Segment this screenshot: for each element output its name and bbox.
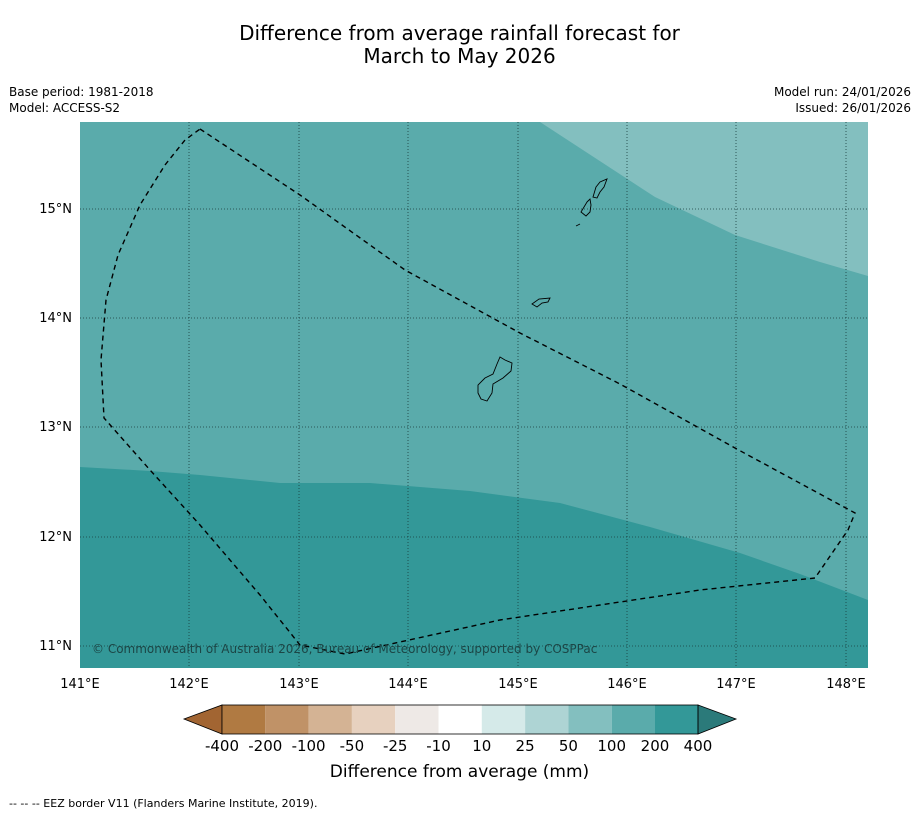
lon-label-143: 143°E — [279, 677, 319, 692]
lon-label-148: 148°E — [826, 677, 866, 692]
island-saipan — [592, 178, 608, 199]
lat-tick-labels: 15°N 14°N 13°N 12°N 11°N — [39, 202, 72, 654]
island-tinian — [580, 198, 592, 217]
cb-tick-9: 50 — [559, 737, 578, 755]
lon-label-146: 146°E — [607, 677, 647, 692]
issued-label: Issued: 26/01/2026 — [795, 101, 911, 115]
islands — [477, 178, 608, 402]
colorbar — [182, 704, 738, 735]
colorbar-ticks: -400 -200 -100 -50 -25 -10 10 25 50 100 … — [205, 737, 712, 755]
lat-label-13: 13°N — [39, 420, 72, 435]
island-rota — [531, 297, 551, 308]
colorbar-bin-4 — [351, 705, 396, 734]
colorbar-extend-low — [182, 704, 223, 735]
cb-tick-7: 10 — [472, 737, 491, 755]
colorbar-bin-8 — [525, 705, 569, 734]
colorbar-bin-11 — [655, 705, 698, 734]
cb-tick-6: -10 — [426, 737, 451, 755]
island-aguijan — [575, 223, 581, 227]
cb-tick-12: 400 — [684, 737, 713, 755]
lon-label-145: 145°E — [498, 677, 538, 692]
lat-label-15: 15°N — [39, 202, 72, 217]
title-line-1: Difference from average rainfall forecas… — [239, 21, 680, 45]
lon-tick-labels: 141°E 142°E 143°E 144°E 145°E 146°E 147°… — [60, 677, 866, 692]
lat-label-12: 12°N — [39, 530, 72, 545]
copyright-text: © Commonwealth of Australia 2026, Bureau… — [92, 642, 597, 656]
colorbar-outline — [221, 704, 699, 735]
footnote-eez: -- -- -- EEZ border V11 (Flanders Marine… — [9, 797, 318, 810]
gridlines — [80, 122, 868, 668]
lon-label-142: 142°E — [169, 677, 209, 692]
colorbar-extend-high — [697, 704, 738, 735]
zone-50-100 — [540, 122, 868, 276]
base-period-label: Base period: 1981-2018 — [9, 85, 154, 99]
cb-tick-4: -50 — [340, 737, 365, 755]
colorbar-bin-7 — [481, 705, 526, 734]
chart-title: Difference from average rainfall forecas… — [0, 22, 919, 68]
colorbar-bin-9 — [568, 705, 612, 734]
lon-label-147: 147°E — [716, 677, 756, 692]
zone-200-400 — [80, 467, 868, 668]
meta-left: Base period: 1981-2018 Model: ACCESS-S2 — [9, 84, 154, 116]
colorbar-bin-6 — [438, 705, 482, 734]
cb-tick-5: -25 — [383, 737, 408, 755]
model-label: Model: ACCESS-S2 — [9, 101, 121, 115]
lon-label-141: 141°E — [60, 677, 100, 692]
lat-label-11: 11°N — [39, 639, 72, 654]
cb-tick-11: 200 — [641, 737, 670, 755]
colorbar-title: Difference from average (mm) — [329, 762, 590, 782]
lat-label-14: 14°N — [39, 311, 72, 326]
cb-tick-2: -200 — [248, 737, 282, 755]
eez-border — [100, 128, 856, 655]
colorbar-bin-5 — [395, 705, 439, 734]
lon-label-144: 144°E — [388, 677, 428, 692]
cb-tick-8: 25 — [516, 737, 535, 755]
colorbar-bin-3 — [308, 705, 352, 734]
model-run-label: Model run: 24/01/2026 — [773, 85, 911, 99]
cb-tick-10: 100 — [597, 737, 626, 755]
island-guam — [477, 356, 513, 402]
colorbar-bin-2 — [265, 705, 309, 734]
cb-tick-3: -100 — [292, 737, 326, 755]
map-area — [80, 122, 868, 668]
colorbar-bin-10 — [611, 705, 655, 734]
cb-tick-1: -400 — [205, 737, 239, 755]
colorbar-bin-1 — [222, 705, 266, 734]
title-line-2: March to May 2026 — [363, 44, 556, 68]
meta-right: Model run: 24/01/2026 Issued: 26/01/2026 — [774, 84, 911, 116]
